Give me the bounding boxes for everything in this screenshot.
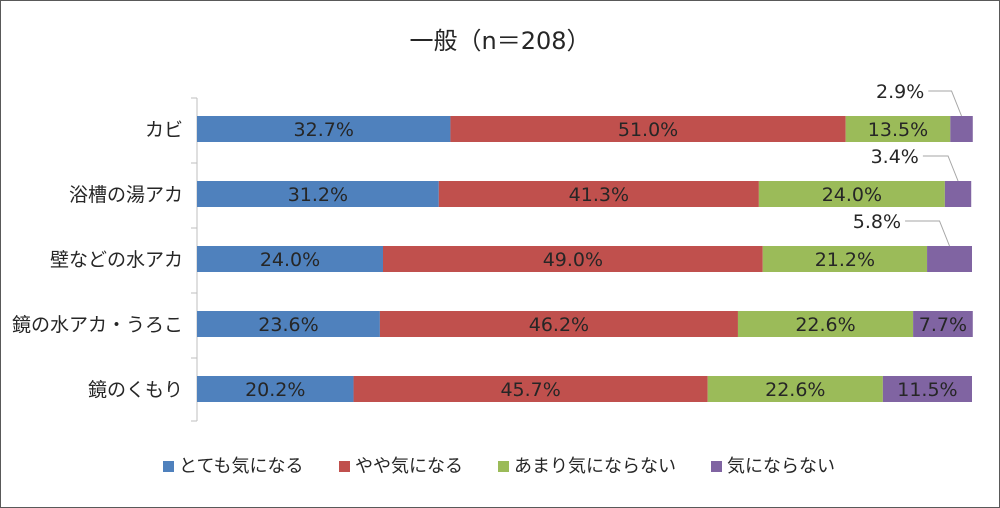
data-label: 24.0% [260,249,320,271]
leader-line [928,90,963,117]
legend-swatch [711,461,722,472]
data-label: 24.0% [822,184,882,206]
bar-segment [950,116,973,142]
category-label: 鏡の水アカ・うろこ [12,314,183,336]
bar-segment [845,116,951,142]
data-label: 45.7% [500,379,560,401]
bar-segment [707,376,883,402]
bar-segment [197,376,354,402]
bar-segment [882,376,972,402]
bar-segment [353,376,708,402]
data-label: 2.9% [876,81,924,103]
bar-segment [758,181,945,207]
legend-label: あまり気にならない [514,456,676,477]
data-label: 21.2% [815,249,875,271]
data-label: 3.4% [871,146,919,168]
data-label: 49.0% [543,249,603,271]
data-label: 31.2% [288,184,348,206]
leader-line [905,220,950,247]
legend-label: 気にならない [727,456,835,477]
legend-swatch [339,461,350,472]
data-label: 7.7% [919,314,967,336]
category-label: 浴槽の湯アカ [69,184,183,206]
bar-segment [737,311,914,337]
bar-segment [197,181,439,207]
data-label: 13.5% [868,119,928,141]
data-label: 5.8% [853,211,901,233]
bar-segment [944,181,972,207]
chart-title: 一般（n＝208） [409,27,590,55]
data-label: 32.7% [294,119,354,141]
bar-segment [197,116,451,142]
data-label: 51.0% [618,119,678,141]
legend-label: とても気になる [179,456,304,477]
category-label: 壁などの水アカ [50,249,183,271]
bar-segment [379,311,738,337]
bar-segment [450,116,846,142]
bar-segment [197,246,383,272]
bar-segment [383,246,763,272]
data-label: 22.6% [795,314,855,336]
data-label: 22.6% [765,379,825,401]
legend-swatch [498,461,509,472]
category-label: 鏡のくもり [88,379,183,401]
bar-segment [913,311,973,337]
bar-segment [197,311,380,337]
data-label: 41.3% [569,184,629,206]
leader-line [922,155,959,182]
bar-segment [438,181,759,207]
bar-segment [762,246,928,272]
bar-segment [927,246,972,272]
data-label: 11.5% [897,379,957,401]
data-label: 23.6% [258,314,318,336]
data-label: 46.2% [529,314,589,336]
legend-label: やや気になる [355,456,463,477]
legend-swatch [163,461,174,472]
data-label: 20.2% [245,379,305,401]
category-label: カビ [145,119,183,141]
